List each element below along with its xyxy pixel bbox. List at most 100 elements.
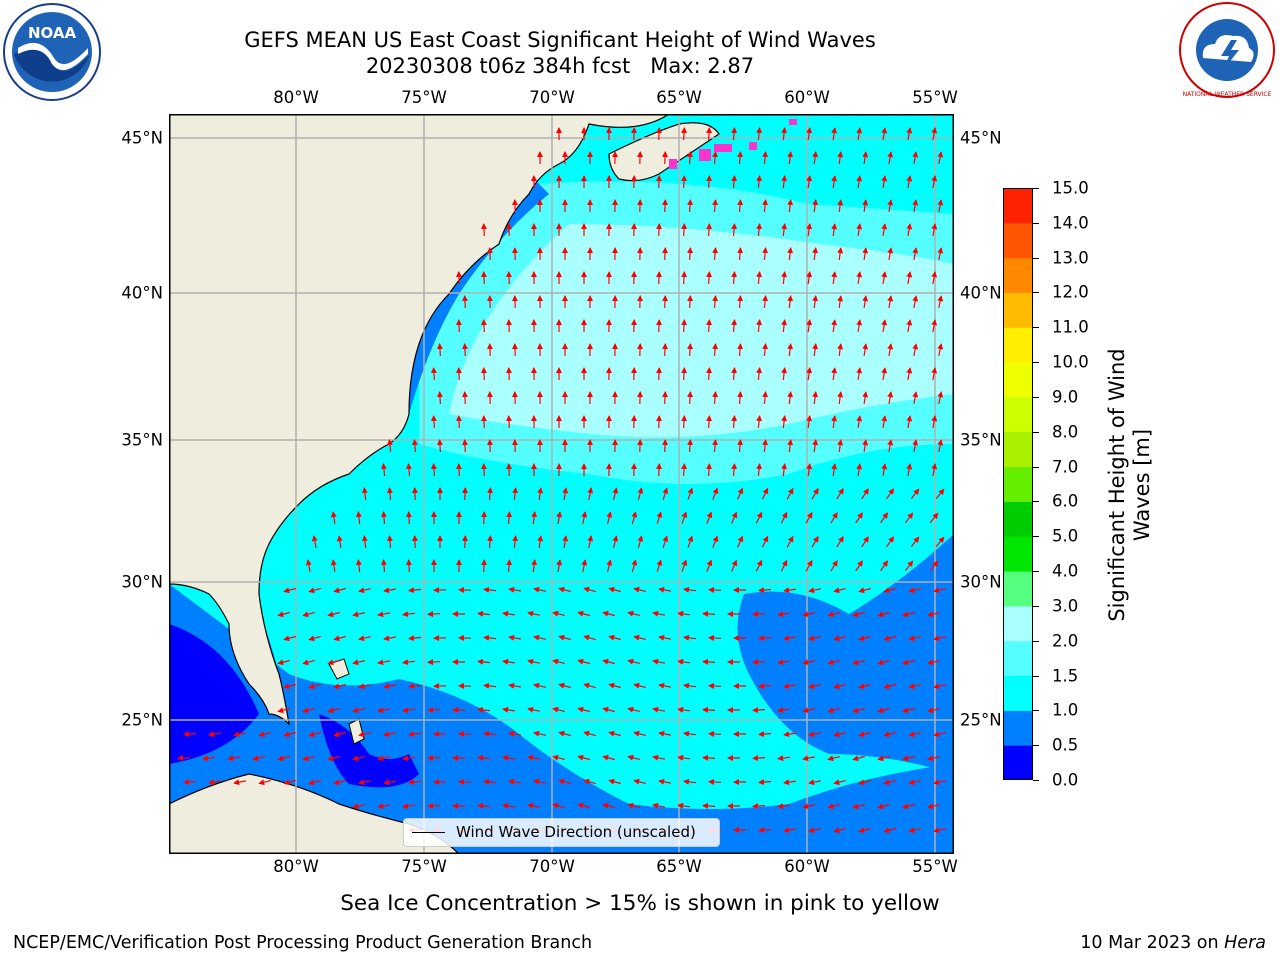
wave-direction-arrow <box>402 707 416 714</box>
map-frame <box>169 114 954 854</box>
wave-direction-arrow <box>808 635 822 642</box>
wave-direction-arrow <box>581 559 588 573</box>
wave-direction-arrow <box>677 754 690 761</box>
wave-direction-arrow <box>627 658 640 665</box>
wave-direction-arrow <box>656 415 663 429</box>
wave-direction-arrow <box>477 754 491 761</box>
wave-direction-arrow <box>708 778 722 785</box>
lat-tick-right-40n: 40°N <box>960 283 1002 303</box>
wave-direction-arrow <box>881 271 888 285</box>
wave-direction-arrow <box>455 319 462 333</box>
wave-direction-arrow <box>683 730 697 737</box>
wave-direction-arrow <box>480 415 487 429</box>
wave-direction-arrow <box>687 199 694 213</box>
wave-direction-arrow <box>656 559 663 572</box>
colorbar-cell <box>1003 710 1033 746</box>
wave-direction-arrow <box>783 779 796 786</box>
wave-direction-arrow <box>777 803 790 810</box>
wave-direction-arrow <box>533 634 547 641</box>
wave-direction-arrow <box>633 586 646 593</box>
wave-direction-arrow <box>737 391 744 405</box>
wave-direction-arrow <box>929 560 939 571</box>
colorbar-cell <box>1003 292 1033 328</box>
wave-direction-arrow <box>762 391 769 405</box>
wave-direction-arrow <box>881 367 888 381</box>
sea-ice-patches <box>669 119 797 169</box>
wave-direction-arrow <box>327 755 340 762</box>
lat-tick-left-40n: 40°N <box>121 283 163 303</box>
wave-direction-arrow <box>552 658 565 665</box>
colorbar-tick-label: 8.0 <box>1052 422 1079 442</box>
wave-direction-arrow <box>681 271 688 285</box>
wave-direction-arrow <box>333 779 346 786</box>
colorbar-cell <box>1003 257 1033 293</box>
wave-direction-arrow <box>837 295 844 308</box>
wave-direction-arrow <box>487 535 494 549</box>
lat-tick-left-45n: 45°N <box>121 128 163 148</box>
wave-direction-arrow <box>777 755 790 762</box>
lon-tick-top-70w: 70°W <box>529 88 575 107</box>
colorbar-cell <box>1003 431 1033 468</box>
wave-direction-arrow <box>508 778 522 785</box>
wave-direction-arrow <box>687 487 694 500</box>
wave-direction-arrow <box>862 391 869 404</box>
wave-direction-arrow <box>706 559 713 572</box>
wave-direction-arrow <box>506 559 513 573</box>
wave-direction-arrow <box>708 586 722 593</box>
wave-direction-arrow <box>737 295 744 309</box>
wave-direction-arrow <box>687 247 694 261</box>
wave-direction-arrow <box>883 827 896 834</box>
wave-direction-arrow <box>756 463 763 477</box>
wave-direction-arrow <box>877 755 890 762</box>
wave-direction-arrow <box>487 487 494 501</box>
wave-direction-arrow <box>712 199 719 213</box>
wave-direction-arrow <box>461 295 468 309</box>
wave-direction-arrow <box>908 635 921 642</box>
wave-direction-arrow <box>902 611 915 618</box>
wave-direction-arrow <box>512 487 519 501</box>
wave-direction-arrow <box>583 586 596 593</box>
wave-direction-arrow <box>831 127 838 140</box>
wave-direction-arrow <box>856 175 863 188</box>
wave-direction-arrow <box>883 587 896 594</box>
lat-tick-right-30n: 30°N <box>960 572 1002 592</box>
wave-direction-arrow <box>931 415 938 429</box>
wave-direction-arrow <box>461 391 468 405</box>
wave-direction-arrow <box>852 659 865 666</box>
wave-direction-arrow <box>583 778 596 785</box>
wave-direction-arrow <box>712 535 719 548</box>
wave-direction-arrow <box>480 367 487 381</box>
colorbar-tick-label: 10.0 <box>1052 352 1089 372</box>
wave-direction-arrow <box>183 779 197 786</box>
wave-direction-arrow <box>756 415 763 429</box>
map-legend: Wind Wave Direction (unscaled) <box>403 818 720 847</box>
wave-direction-arrow <box>681 319 688 333</box>
wave-direction-arrow <box>758 635 772 642</box>
wave-direction-arrow <box>333 683 346 690</box>
wave-direction-arrow <box>880 512 889 524</box>
wave-direction-arrow <box>380 463 387 477</box>
colorbar-tick-mark <box>1033 745 1039 747</box>
wave-direction-arrow <box>252 755 266 762</box>
wave-direction-arrow <box>712 391 719 405</box>
wave-direction-arrow <box>455 415 462 429</box>
wave-direction-arrow <box>931 319 938 333</box>
wave-direction-arrow <box>933 635 947 642</box>
wave-direction-arrow <box>537 487 544 500</box>
wave-direction-arrow <box>912 247 919 261</box>
wave-direction-arrow <box>706 319 713 333</box>
wave-direction-arrow <box>681 175 688 189</box>
wave-direction-arrow <box>852 755 865 762</box>
wave-direction-arrow <box>361 487 368 501</box>
wave-direction-arrow <box>762 439 769 453</box>
wave-direction-arrow <box>333 731 346 738</box>
wave-direction-arrow <box>831 415 838 428</box>
wave-direction-arrow <box>436 391 443 405</box>
wave-direction-arrow <box>658 778 672 785</box>
wave-direction-arrow <box>658 586 672 593</box>
wave-direction-arrow <box>881 127 888 141</box>
wave-direction-arrow <box>781 415 788 429</box>
wave-direction-arrow <box>756 271 763 285</box>
wave-direction-arrow <box>558 730 571 737</box>
wave-direction-arrow <box>277 611 290 618</box>
